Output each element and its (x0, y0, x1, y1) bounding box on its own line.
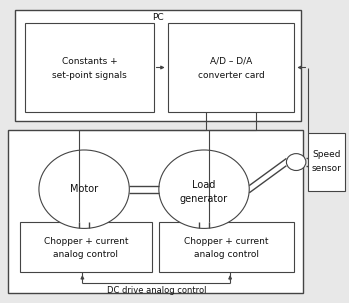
Text: generator: generator (180, 194, 228, 204)
Text: Speed: Speed (312, 150, 341, 159)
Bar (20, 222, 152, 272)
Text: converter card: converter card (198, 71, 264, 80)
Bar (168, 23, 295, 112)
Text: analog control: analog control (194, 250, 259, 259)
Bar (8, 130, 303, 293)
Text: Load: Load (192, 180, 216, 190)
Text: Chopper + current: Chopper + current (44, 237, 128, 246)
Bar (25, 23, 154, 112)
Text: Chopper + current: Chopper + current (184, 237, 269, 246)
Bar (15, 10, 302, 121)
Text: Motor: Motor (70, 184, 98, 194)
Text: DC drive analog control: DC drive analog control (106, 286, 206, 295)
Text: Constants +: Constants + (61, 57, 117, 66)
Bar (159, 222, 295, 272)
Text: set-point signals: set-point signals (52, 71, 127, 80)
Text: sensor: sensor (312, 164, 342, 173)
Text: analog control: analog control (53, 250, 118, 259)
Bar (308, 133, 345, 191)
Text: A/D – D/A: A/D – D/A (210, 57, 252, 66)
Circle shape (39, 150, 129, 228)
Text: PC: PC (152, 13, 164, 22)
Circle shape (159, 150, 249, 228)
Circle shape (287, 154, 306, 171)
